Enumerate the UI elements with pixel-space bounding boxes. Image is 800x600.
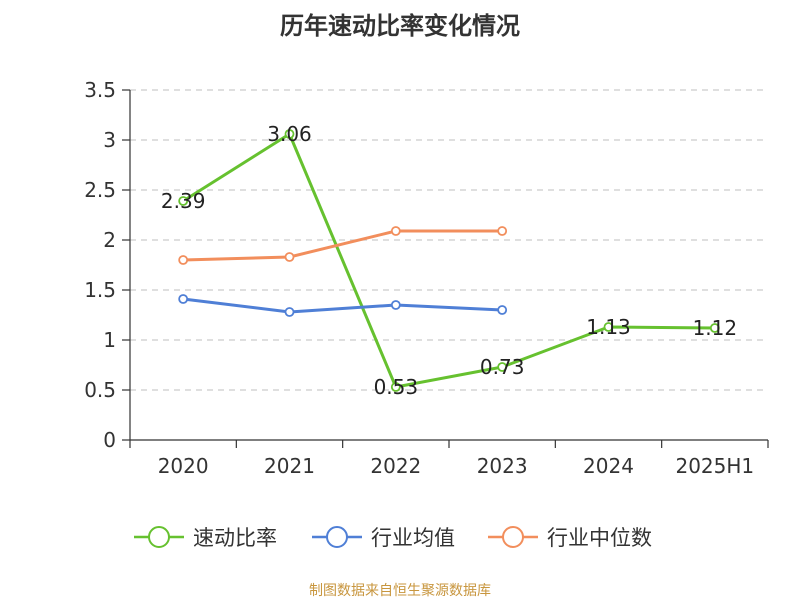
data-source-note: 制图数据来自恒生聚源数据库 [309,583,491,599]
data-labels: 2.39 3.06 0.53 0.73 1.13 1.12 [161,122,737,399]
data-point [603,322,614,332]
legend-label: 行业中位数 [547,526,652,550]
y-tick-label: 0 [103,428,116,452]
series-line-2 [183,229,503,262]
x-tick-label: 2023 [477,454,528,478]
legend-label: 速动比率 [193,526,277,550]
data-point [178,294,189,304]
data-point [284,252,295,262]
x-tick-label: 2022 [370,454,421,478]
data-label: 2.39 [161,189,206,213]
legend-item-2: 行业中位数 [488,526,652,550]
x-axis-ticks: 2020 2021 2022 2023 2024 2025H1 [129,440,769,478]
data-point [178,255,189,265]
axes [129,90,768,441]
y-tick-label: 3.5 [84,78,116,102]
legend-marker [502,526,524,548]
legend-item-0: 速动比率 [134,526,277,550]
legend-marker [148,526,170,548]
data-point [178,196,189,206]
data-point [390,300,401,310]
series-line-0 [182,132,715,389]
data-label: 1.13 [586,315,631,339]
legend: 速动比率 行业均值 行业中位数 [134,526,652,550]
legend-item-1: 行业均值 [312,526,455,550]
y-tick-label: 3 [103,128,116,152]
legend-label: 行业均值 [371,526,455,550]
y-tick-label: 2 [103,228,116,252]
y-tick-label: 1 [103,328,116,352]
series-line-1 [183,297,503,314]
grid-lines [130,89,768,391]
data-label: 0.73 [480,355,525,379]
y-tick-label: 1.5 [84,278,116,302]
data-point [284,307,295,317]
data-point [497,362,508,372]
data-label: 3.06 [267,122,312,146]
x-tick-label: 2021 [264,454,315,478]
legend-marker [326,526,348,548]
y-axis-ticks: 0 0.5 1 1.5 2 2.5 3 3.5 [84,78,130,452]
data-label: 1.12 [693,316,738,340]
data-point [284,129,295,139]
series-group [178,129,720,392]
chart-title: 历年速动比率变化情况 [280,12,520,40]
data-point [390,226,401,236]
data-point [497,226,508,236]
x-tick-label: 2025H1 [675,454,754,478]
data-point [390,382,401,392]
y-tick-label: 2.5 [84,178,116,202]
x-tick-label: 2020 [158,454,209,478]
data-point [709,323,720,333]
data-label: 0.53 [374,375,419,399]
x-tick-label: 2024 [583,454,634,478]
y-tick-label: 0.5 [84,378,116,402]
data-point [497,305,508,315]
